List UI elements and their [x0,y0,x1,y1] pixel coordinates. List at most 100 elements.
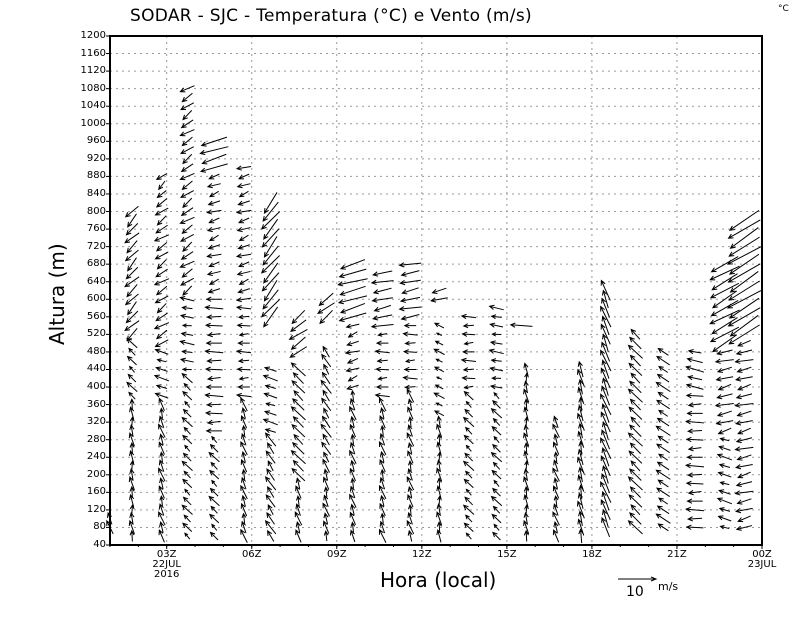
wind-vector [463,478,474,489]
wind-vector [296,495,301,507]
arrow-path [290,336,306,351]
wind-vector [656,399,670,410]
arrow-path [655,425,671,436]
arrow-path [127,213,137,228]
arrow-path [181,460,193,471]
wind-vector [208,217,220,224]
wind-vector [181,504,193,515]
wind-vector [182,408,192,418]
arrow-path [630,372,641,384]
wind-vector [184,400,191,408]
wind-vector [124,320,140,332]
arrow-path [370,323,394,329]
wind-vector [436,520,442,533]
wind-vector [379,476,386,490]
arrow-path [734,402,754,408]
arrow-path [380,468,385,480]
wind-vector [182,390,193,401]
arrow-path [728,236,760,257]
wind-vector [464,408,474,418]
wind-vector [717,515,732,522]
arrow-path [629,354,641,367]
arrow-path [711,317,738,335]
arrow-path [345,323,360,329]
arrow-path [577,518,585,536]
wind-vector [407,459,413,471]
arrow-path [735,464,753,470]
wind-vector [127,373,137,383]
wind-vector [523,475,530,491]
wind-vector [434,340,444,346]
wind-vector [238,217,250,224]
arrow-path [402,349,417,355]
wind-vector [339,302,366,314]
arrow-path [578,378,584,395]
x-tick-label: 12Z [397,550,447,560]
wind-vector [601,377,609,396]
wind-vector [601,341,611,362]
arrow-path [182,241,193,253]
arrow-path [237,384,250,390]
wind-vector [435,358,443,363]
wind-vector [200,136,228,147]
arrow-path [407,459,413,471]
wind-vector [627,344,643,359]
arrow-path [266,512,275,525]
arrow-path [600,437,612,459]
wind-vector [437,495,442,507]
arrow-path [378,397,387,412]
arrow-path [208,217,220,224]
wind-vector [492,461,501,470]
wind-vector [576,368,585,387]
wind-vector [492,487,501,497]
arrow-path [463,434,474,445]
wind-vector [155,384,168,390]
arrow-path [238,376,249,381]
arrow-path [180,102,194,111]
wind-vector [156,259,167,270]
wind-vector [263,236,278,258]
arrow-path [238,261,250,268]
arrow-path [237,358,250,364]
arrow-path [263,279,278,302]
arrow-path [629,424,642,437]
arrow-path [158,415,165,428]
arrow-path [346,357,359,364]
wind-vector [236,270,251,277]
wind-vector [349,493,357,508]
arrow-path [240,397,248,412]
wind-vector [657,347,669,356]
wind-vector [687,348,702,355]
arrow-path [182,390,193,401]
wind-vector [181,323,192,328]
arrow-path [211,479,218,487]
arrow-path [553,503,559,516]
wind-vector [553,521,559,533]
wind-vector [601,473,611,494]
arrow-path [204,305,224,311]
wind-vector [378,440,387,456]
wind-vector [379,494,385,507]
wind-vector [180,207,194,216]
arrow-path [523,388,530,403]
arrow-path [238,278,249,286]
wind-vector [601,447,610,467]
arrow-path [601,473,611,494]
wind-vector [552,529,560,543]
arrow-path [158,529,165,543]
wind-vector [182,522,193,533]
arrow-path [240,414,248,429]
arrow-path [349,493,357,508]
x-tick-label: 09Z [312,550,362,560]
wind-vector [370,279,394,286]
wind-vector [240,397,248,412]
wind-vector [627,388,643,403]
y-tick-label: 1200 [80,30,106,41]
arrow-path [490,495,503,507]
arrow-path [657,523,669,532]
wind-vector [403,322,417,329]
wind-vector [737,339,751,347]
arrow-path [658,497,669,505]
arrow-path [155,198,168,208]
arrow-path [201,153,227,165]
